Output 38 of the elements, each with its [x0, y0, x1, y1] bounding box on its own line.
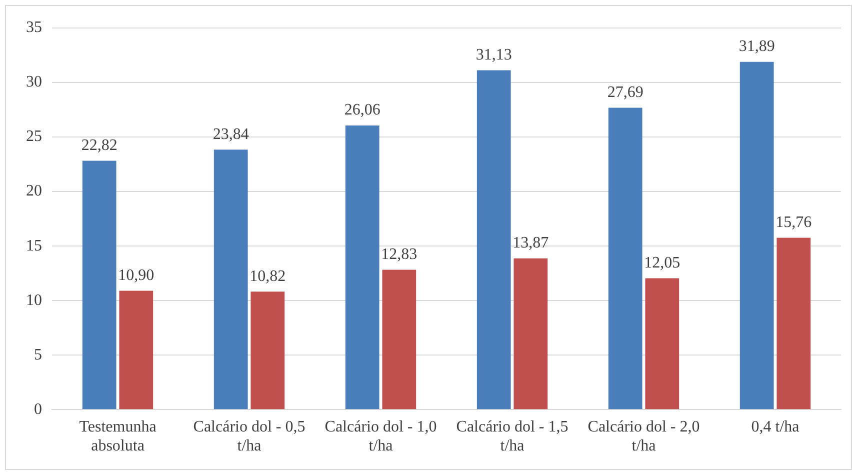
data-label: 12,83 [381, 246, 418, 263]
bar [119, 290, 154, 410]
data-label: 10,90 [118, 266, 154, 284]
y-tick-label: 35 [26, 19, 42, 36]
data-label: 31,13 [476, 46, 512, 64]
bar [250, 292, 285, 410]
y-tick-label: 30 [26, 74, 42, 91]
bar [740, 62, 774, 410]
bar [476, 70, 511, 410]
data-label: 13,87 [512, 234, 549, 252]
bar [645, 278, 680, 410]
y-tick-label: 5 [34, 346, 42, 364]
y-tick-label: 10 [26, 292, 42, 309]
bar [776, 238, 811, 410]
x-tick-label: Calcário dol - 0,5 t/ha [193, 418, 306, 455]
data-label: 26,06 [344, 102, 380, 119]
bar [514, 258, 548, 410]
x-tick-label: Calcário dol - 2,0 t/ha [588, 418, 700, 455]
bar [345, 125, 380, 410]
bar [608, 108, 642, 410]
bar [82, 160, 116, 410]
bar [214, 150, 248, 410]
x-tick-label: Calcário dol - 1,5 t/ha [456, 418, 568, 455]
data-label: 12,05 [644, 254, 680, 272]
data-label: 27,69 [607, 84, 644, 101]
data-label: 10,82 [250, 268, 286, 285]
x-tick-label: 0,4 t/ha [751, 418, 800, 436]
data-label: 22,82 [81, 137, 118, 154]
y-tick-label: 0 [34, 400, 42, 418]
x-tick-label: Testemunha absoluta [79, 418, 156, 455]
y-tick-label: 25 [26, 128, 42, 146]
y-tick-label: 15 [26, 237, 42, 254]
data-label: 23,84 [212, 126, 249, 143]
y-tick-label: 20 [26, 182, 42, 200]
data-label: 31,89 [738, 38, 775, 56]
bar [382, 270, 416, 410]
x-tick-label: Calcário dol - 1,0 t/ha [324, 418, 437, 455]
data-label: 15,76 [776, 214, 812, 231]
